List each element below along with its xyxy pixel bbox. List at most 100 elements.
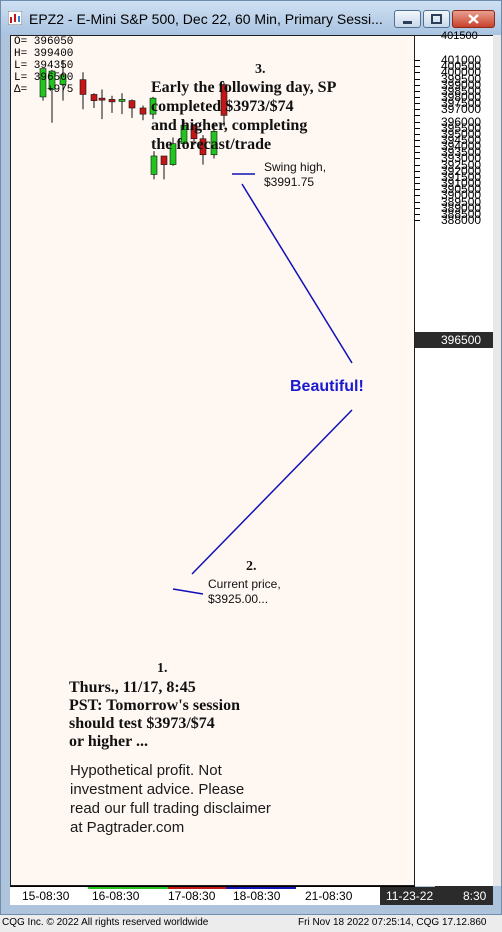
price-tick-label: 390000 — [441, 188, 482, 203]
candle-body — [98, 97, 106, 101]
price-tick-label: 394000 — [441, 139, 482, 154]
note-1-line: PST: Tomorrow's session — [69, 697, 240, 714]
maximize-button[interactable] — [423, 10, 450, 28]
ohlc-high: H= 399400 — [14, 48, 74, 60]
price-tick-label: 393000 — [441, 151, 482, 166]
price-tick-mark — [415, 127, 420, 129]
ohlc-change: Δ= +975 — [14, 84, 74, 96]
price-tick-mark — [415, 152, 420, 154]
price-tick-label: 396000 — [441, 114, 482, 129]
price-tick-label: 401000 — [441, 53, 482, 67]
price-tick-mark — [415, 109, 420, 111]
vertical-scrollbar[interactable] — [493, 35, 501, 886]
swing-high-trendline — [241, 183, 353, 364]
candle-body — [48, 70, 56, 90]
time-label: 18-08:30 — [233, 889, 281, 903]
candle-body — [79, 79, 87, 95]
time-label: 15-08:30 — [22, 889, 70, 903]
current-price-line: $3925.00... — [208, 592, 269, 606]
swing-high-label: Swing high, $3991.75 — [264, 160, 326, 190]
price-tick-label: 392500 — [441, 157, 482, 172]
price-tick-mark — [415, 140, 420, 141]
disclaimer-text: Hypothetical profit. Not investment advi… — [70, 761, 370, 837]
note-1-line: or higher ... — [69, 733, 148, 750]
candle-body — [210, 131, 218, 156]
price-tick-mark — [415, 170, 420, 172]
swing-high-line: $3991.75 — [264, 175, 315, 189]
swing-high-line: Swing high, — [264, 160, 327, 174]
note-1-text: Thurs., 11/17, 8:45 PST: Tomorrow's sess… — [69, 679, 309, 751]
current-price-line: Current price, — [208, 577, 281, 591]
price-tick-label: 395000 — [441, 126, 482, 141]
ohlc-last: L= 396500 — [14, 72, 74, 84]
price-tick-label: 399000 — [441, 77, 482, 92]
app-icon — [8, 11, 22, 25]
candle-body — [118, 99, 126, 102]
price-tick-mark — [415, 220, 420, 221]
price-tick-mark — [415, 189, 420, 191]
candle-body — [90, 94, 98, 101]
ohlc-low: L= 394350 — [14, 60, 74, 72]
price-tick-mark — [415, 201, 420, 203]
note-1-number: 1. — [157, 661, 168, 676]
window-title: EPZ2 - E-Mini S&P 500, Dec 22, 60 Min, P… — [29, 11, 383, 27]
note-2-number: 2. — [246, 559, 257, 574]
price-tick-label: 398500 — [441, 83, 482, 98]
candle-body — [39, 68, 47, 98]
price-tick-mark — [415, 213, 420, 215]
price-tick-mark — [415, 84, 420, 86]
minimize-button[interactable] — [394, 10, 421, 28]
price-tick-label: 397000 — [441, 102, 482, 117]
close-icon — [468, 14, 479, 24]
price-tick-label: 388500 — [441, 206, 482, 221]
price-tick-label: 400000 — [441, 65, 482, 80]
time-axis[interactable]: 15-08:30 16-08:30 17-08:30 18-08:30 21-0… — [10, 886, 444, 905]
title-bar[interactable]: EPZ2 - E-Mini S&P 500, Dec 22, 60 Min, P… — [1, 1, 501, 35]
price-tick-mark — [415, 78, 420, 80]
price-tick-label: 399500 — [441, 71, 482, 86]
candle-body — [160, 155, 168, 165]
current-price-pointer — [172, 588, 204, 595]
candle-body — [108, 99, 116, 103]
support-trendline — [191, 409, 353, 575]
chart-plot-area[interactable]: O= 396050 H= 399400 L= 394350 L= 396500 … — [10, 35, 415, 886]
ohlc-open: O= 396050 — [14, 36, 74, 48]
maximize-icon — [431, 14, 442, 24]
candle-body — [150, 155, 158, 175]
candle-body — [149, 97, 157, 115]
price-tick-mark — [415, 133, 420, 135]
close-button[interactable] — [452, 10, 495, 28]
time-label: 21-08:30 — [305, 889, 353, 903]
price-tick-mark — [415, 176, 420, 178]
price-tick-mark — [415, 121, 420, 123]
disclaimer-line: Hypothetical profit. Not — [70, 762, 222, 779]
price-tick-label: 390500 — [441, 182, 482, 197]
candle-body — [220, 84, 228, 116]
note-1-line: Thurs., 11/17, 8:45 — [69, 679, 196, 696]
current-price-marker: 396500 — [415, 332, 493, 348]
time-box: 8:30 — [435, 886, 493, 905]
session-bar-red — [168, 887, 226, 889]
beautiful-label: Beautiful! — [290, 378, 364, 395]
price-tick-label: 393500 — [441, 145, 482, 160]
note-1-line: should test $3973/$74 — [69, 715, 215, 732]
price-tick-mark — [415, 183, 420, 185]
date-box: 11-23-22 — [380, 887, 444, 905]
price-axis[interactable]: 401000 400500 400000 399500 399000 398500 3980… — [415, 30, 493, 886]
price-tick-mark — [415, 115, 420, 117]
candle-body — [139, 107, 147, 115]
price-tick-label: 397500 — [441, 96, 482, 111]
price-tick-mark — [415, 164, 420, 166]
price-tick-label: 389500 — [441, 194, 482, 209]
price-tick-mark — [415, 103, 420, 105]
status-right: Fri Nov 18 2022 07:25:14, CQG 17.12.860 — [298, 917, 487, 928]
note-3-line: and higher, completing — [151, 117, 308, 134]
candle-body — [59, 74, 67, 85]
note-3-text: Early the following day, SP completed $3… — [151, 78, 401, 154]
time-label: 16-08:30 — [92, 889, 140, 903]
time-label: 17-08:30 — [168, 889, 216, 903]
price-tick-mark — [415, 90, 420, 92]
candle-body — [128, 100, 136, 109]
top-partial-tick: 401500 — [441, 30, 478, 40]
